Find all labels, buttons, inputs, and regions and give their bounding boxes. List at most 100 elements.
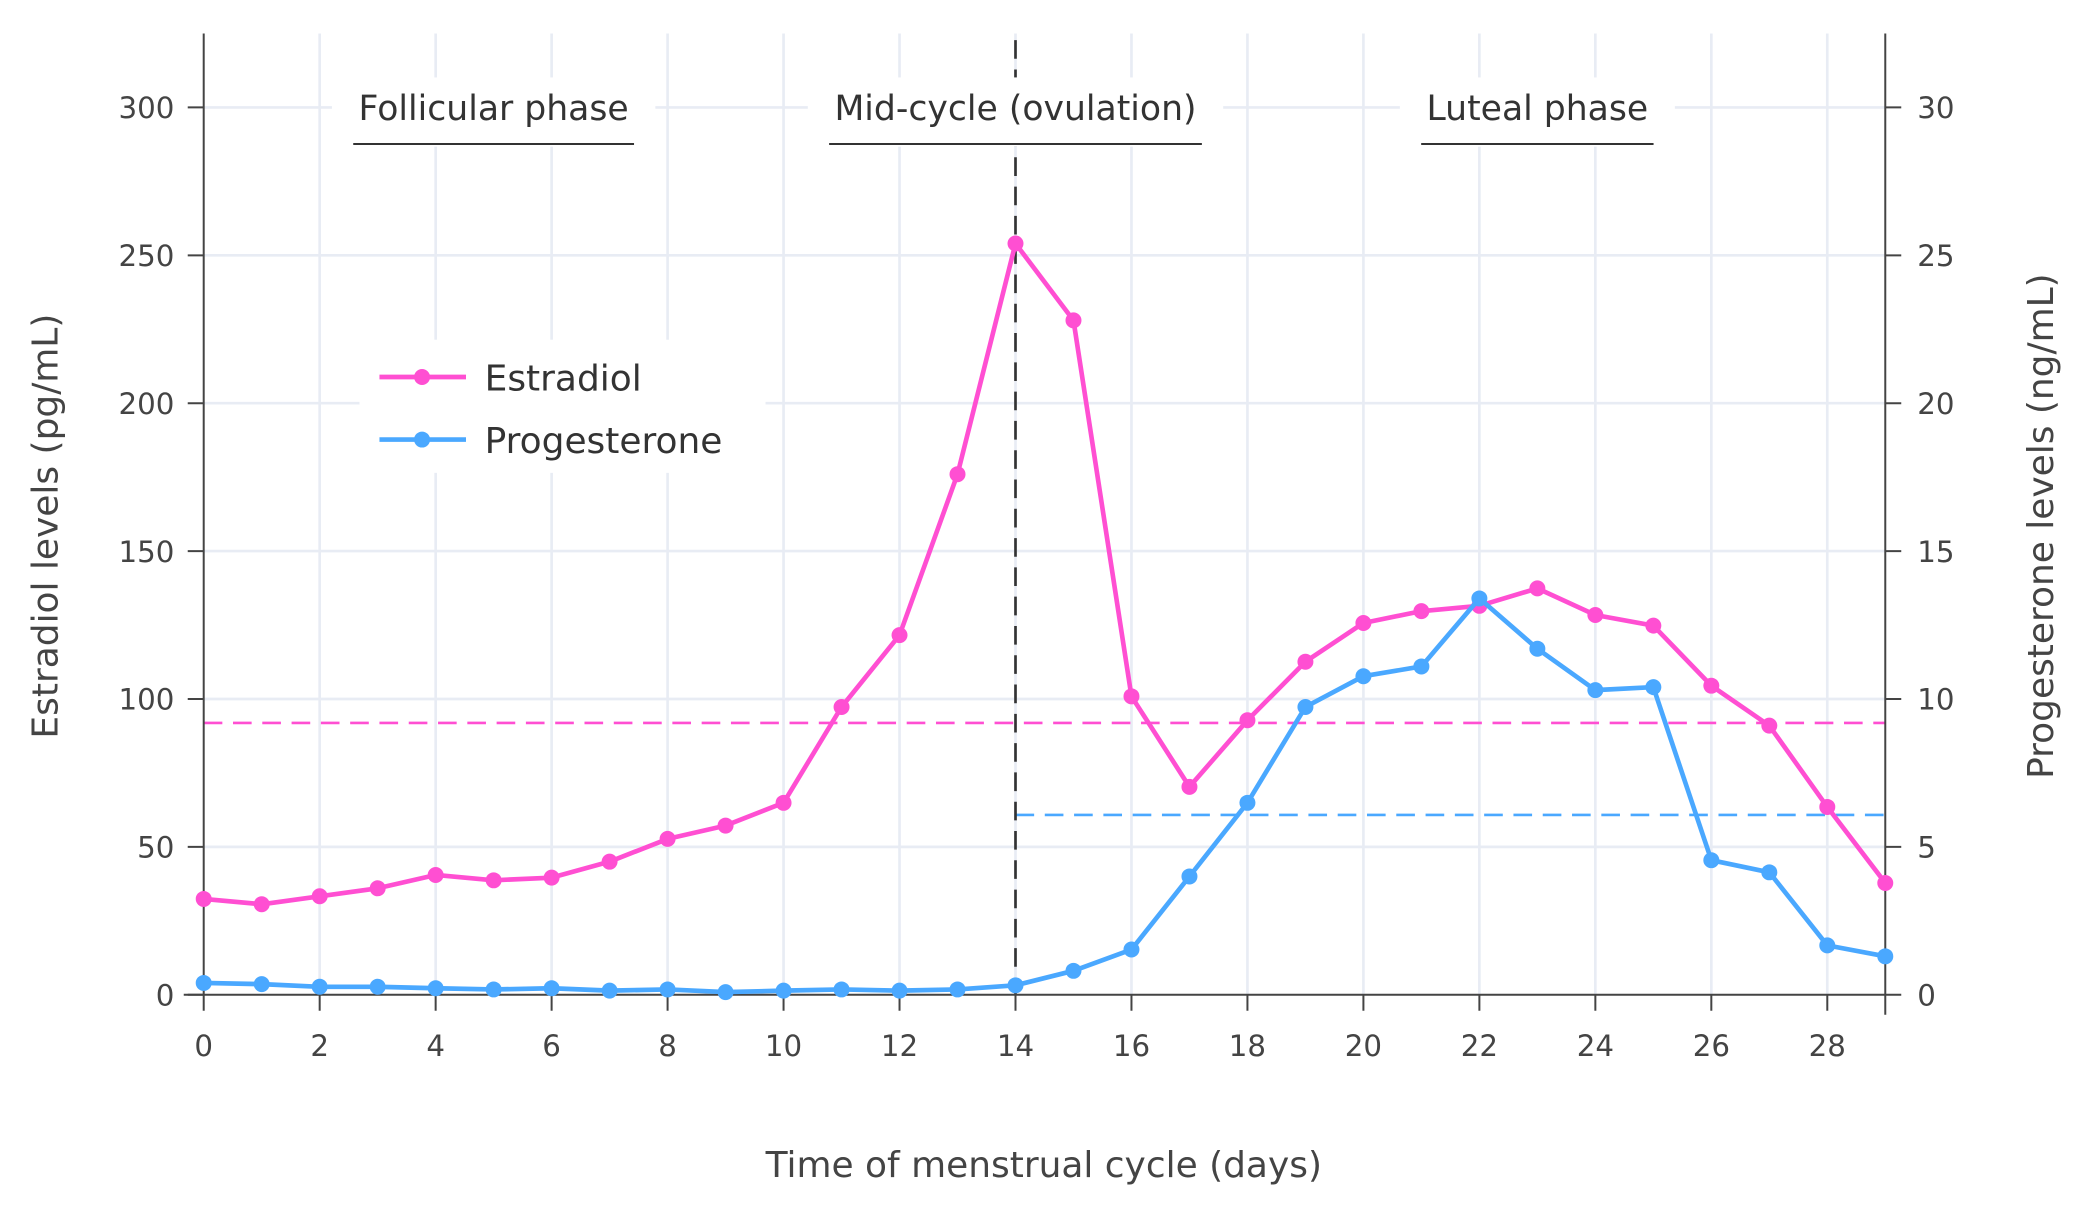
estradiol-point [659, 830, 676, 847]
x-tick-label: 2 [310, 1029, 329, 1063]
x-tick-label: 20 [1345, 1029, 1382, 1063]
x-tick-label: 26 [1693, 1029, 1730, 1063]
x-tick-label: 22 [1461, 1029, 1498, 1063]
estradiol-point [485, 872, 502, 889]
estradiol-point [427, 866, 444, 883]
grid [203, 33, 1886, 995]
x-tick-label: 6 [542, 1029, 561, 1063]
progesterone-point [1529, 640, 1546, 657]
progesterone-point [717, 984, 734, 1001]
y-tick-label-right: 15 [1917, 535, 1954, 569]
estradiol-point [311, 888, 328, 905]
progesterone-point [1587, 682, 1604, 699]
estradiol-line [203, 241, 1888, 907]
progesterone-point [1123, 941, 1140, 958]
phase-label-background [1399, 77, 1675, 147]
y-axis-label-right: Progesterone levels (ng/mL) [2021, 273, 2062, 779]
x-tick-label: 14 [997, 1029, 1034, 1063]
progesterone-point [1819, 937, 1836, 954]
phase-label: Mid-cycle (ovulation) [834, 89, 1196, 129]
progesterone-point [1181, 868, 1198, 885]
progesterone-point [311, 978, 328, 995]
y-tick-label-left: 100 [119, 683, 175, 717]
y-tick-label-right: 20 [1917, 387, 1954, 421]
estradiol-point [1877, 874, 1894, 891]
progesterone-point [253, 976, 270, 993]
legend-marker-estradiol [414, 369, 431, 385]
estradiol-point [949, 466, 966, 483]
x-tick-label: 4 [426, 1029, 445, 1063]
phase-label: Follicular phase [359, 89, 629, 129]
legend-label-progesterone: Progesterone [485, 421, 723, 462]
progesterone-point [601, 982, 618, 999]
estradiol-point [601, 853, 618, 870]
reference-lines [203, 40, 1886, 995]
progesterone-point [1761, 864, 1778, 881]
estradiol-point [1065, 312, 1082, 329]
x-axis-label: Time of menstrual cycle (days) [765, 1145, 1322, 1186]
estradiol-point [1703, 677, 1720, 694]
progesterone-point [1297, 698, 1314, 715]
x-tick-label: 0 [194, 1029, 213, 1063]
progesterone-point [891, 982, 908, 999]
progesterone-point [949, 981, 966, 998]
legend-label-estradiol: Estradiol [485, 358, 642, 399]
estradiol-point [195, 890, 212, 907]
estradiol-point [1123, 688, 1140, 705]
estradiol-point [1587, 607, 1604, 623]
phase-annotation: Luteal phase [1399, 77, 1675, 147]
legend: Estradiol Progesterone [359, 339, 766, 473]
estradiol-point [1297, 653, 1314, 670]
y-tick-label-left: 150 [119, 535, 175, 569]
axes: 0 2 4 6 8 10 12 14 16 18 20 22 24 26 28050100150200250… [119, 33, 1954, 1063]
legend-marker-progesterone [414, 431, 431, 448]
estradiol-point [775, 794, 792, 811]
progesterone-point [1007, 977, 1024, 994]
estradiol-point [891, 627, 908, 644]
phase-annotation: Mid-cycle (ovulation) [807, 77, 1224, 147]
progesterone-point [1065, 962, 1082, 979]
progesterone-point [427, 980, 444, 997]
progesterone-point [833, 981, 850, 998]
estradiol-point [1239, 712, 1256, 729]
y-tick-label-right: 0 [1917, 978, 1936, 1012]
phase-label-background [807, 77, 1224, 147]
x-tick-label: 28 [1809, 1029, 1846, 1063]
progesterone-point [543, 980, 560, 997]
estradiol-point [1413, 603, 1430, 620]
phase-label: Luteal phase [1426, 89, 1648, 129]
estradiol-point [1761, 717, 1778, 734]
phase-label-background [331, 77, 656, 147]
x-tick-label: 12 [881, 1029, 918, 1063]
y-tick-label-right: 10 [1917, 683, 1954, 717]
progesterone-point [1645, 679, 1662, 696]
y-tick-label-right: 25 [1917, 239, 1954, 273]
y-tick-label-left: 250 [119, 239, 175, 273]
estradiol-point [1645, 617, 1662, 634]
y-tick-label-left: 0 [156, 978, 175, 1012]
estradiol-point [543, 869, 560, 886]
progesterone-point [195, 974, 212, 991]
progesterone-point [1239, 794, 1256, 811]
y-tick-label-right: 30 [1917, 91, 1954, 125]
estradiol-point [369, 880, 386, 897]
y-tick-label-left: 300 [119, 91, 175, 125]
y-axis-label-left: Estradiol levels (pg/mL) [25, 314, 66, 739]
series [195, 235, 1894, 1001]
legend-background [359, 339, 766, 473]
estradiol-point [1355, 614, 1372, 631]
phase-annotation: Follicular phase [331, 77, 656, 147]
progesterone-point [369, 978, 386, 995]
progesterone-point [1413, 658, 1430, 675]
progesterone-point [1471, 590, 1488, 607]
y-tick-label-left: 200 [119, 387, 175, 421]
estradiol-point [1007, 235, 1024, 252]
x-tick-label: 16 [1113, 1029, 1150, 1063]
progesterone-point [1877, 948, 1894, 965]
progesterone-point [1355, 668, 1372, 685]
x-tick-label: 18 [1229, 1029, 1266, 1063]
estradiol-point [1181, 778, 1198, 795]
x-tick-label: 8 [658, 1029, 677, 1063]
estradiol-point [1529, 580, 1546, 597]
